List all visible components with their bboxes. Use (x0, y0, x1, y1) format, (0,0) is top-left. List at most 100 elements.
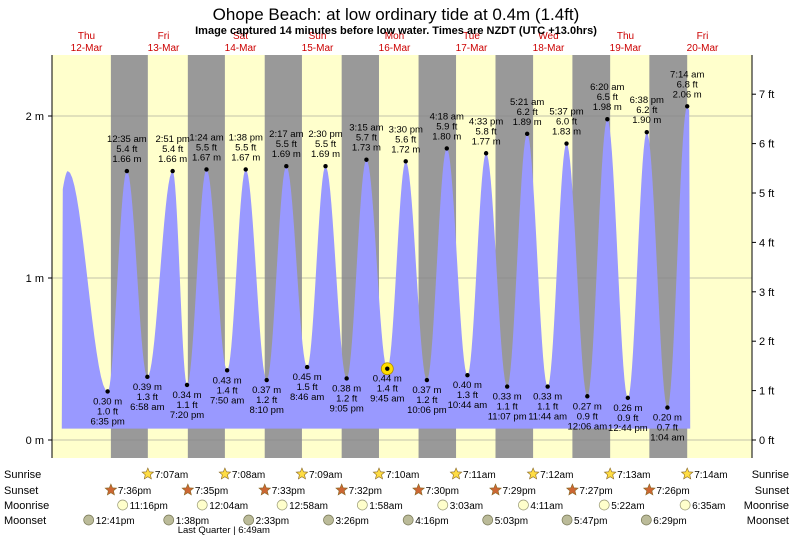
sunrise-time: 7:09am (309, 470, 342, 481)
tide-point (524, 131, 530, 137)
moonrise-icon (276, 499, 288, 511)
left-tick-label: 2 m (26, 111, 44, 123)
tide-label-ft: 5.5 ft (196, 142, 217, 153)
day-name: Tue (463, 31, 480, 42)
sunset-star-icon (489, 483, 502, 496)
moonrise-time: 12:04am (209, 501, 248, 512)
day-date: 17-Mar (456, 43, 488, 54)
tide-label-m: 1.98 m (593, 102, 622, 113)
moon-phase-note: Last Quarter | 6:49am (178, 525, 270, 536)
tide-point (364, 157, 369, 162)
sunrise-time: 7:14am (694, 470, 727, 481)
sunset-star-icon (412, 483, 426, 496)
moonset-icon (83, 514, 95, 526)
tide-label-time: 12:35 am (107, 134, 147, 145)
tide-label-m: 1.90 m (632, 115, 661, 126)
tide-label-m: 1.73 m (352, 143, 381, 154)
tide-point (204, 167, 209, 172)
tide-label-time: 1:38 pm (229, 132, 263, 143)
tide-label-ft: 1.4 ft (217, 385, 238, 396)
tide-label-time: 8:46 am (290, 392, 324, 403)
tide-point (344, 376, 349, 381)
tide-label-m: 0.38 m (332, 383, 361, 394)
tide-point (605, 117, 610, 122)
tide-label-ft: 5.8 ft (476, 126, 497, 137)
moonset-icon (243, 514, 255, 526)
moonrise-time: 4:11am (530, 501, 563, 512)
tide-point (184, 382, 190, 388)
sunrise-star-icon (295, 467, 309, 480)
day-date: 19-Mar (610, 43, 642, 54)
moonrise-time: 3:03am (450, 501, 483, 512)
tide-label-ft: 5.4 ft (162, 144, 183, 155)
tide-label-m: 0.33 m (533, 392, 562, 403)
tide-label-time: 3:15 am (349, 123, 383, 134)
row-label-sunrise: Sunrise (4, 469, 41, 481)
moonrise-icon (679, 499, 691, 511)
sunset-time: 7:36pm (118, 486, 151, 497)
tide-label-ft: 6.5 ft (597, 92, 618, 103)
day-date: 13-Mar (148, 43, 180, 54)
tide-label-m: 0.37 m (412, 385, 441, 396)
tide-point (564, 141, 569, 146)
right-tick-label: 7 ft (759, 89, 774, 101)
tide-label-time: 6:58 am (130, 402, 164, 413)
tide-label-ft: 5.4 ft (116, 144, 137, 155)
row-label-moonrise-right: Moonrise (744, 500, 789, 512)
tide-label-m: 1.66 m (112, 154, 141, 165)
day-name: Sat (233, 31, 248, 42)
moonrise-time: 11:16pm (130, 501, 168, 512)
tide-point (545, 384, 550, 389)
tide-label-m: 1.67 m (231, 152, 260, 163)
tide-label-time: 9:45 am (370, 394, 404, 405)
tide-point (665, 405, 670, 410)
right-tick-label: 5 ft (759, 188, 774, 200)
tide-label-time: 7:14 am (670, 69, 704, 80)
tide-label-time: 5:21 am (510, 97, 544, 108)
sunrise-star-icon (603, 467, 617, 480)
tide-label-ft: 6.2 ft (517, 107, 538, 118)
moonset-icon (640, 514, 652, 526)
tide-label-m: 0.44 m (373, 374, 402, 385)
tide-point (323, 164, 328, 169)
sunset-star-icon (181, 483, 195, 496)
tide-label-time: 8:10 pm (250, 405, 284, 416)
tide-label-ft: 1.2 ft (336, 393, 357, 404)
tide-point (224, 368, 230, 373)
tide-point (403, 159, 408, 164)
sunset-star-icon (258, 483, 272, 496)
tide-label-m: 0.45 m (293, 372, 322, 383)
sunrise-time: 7:08am (232, 470, 265, 481)
sunset-star-icon (104, 483, 118, 496)
day-date: 20-Mar (687, 43, 719, 54)
tide-area (61, 106, 691, 429)
tide-label-m: 0.43 m (213, 375, 242, 386)
right-tick-label: 2 ft (759, 336, 774, 348)
tide-label-time: 12:06 am (568, 421, 608, 432)
tide-label-time: 6:38 pm (630, 95, 664, 106)
moonset-time: 6:29pm (653, 516, 686, 527)
tide-label-m: 1.80 m (432, 131, 461, 142)
tide-label-time: 5:37 pm (549, 107, 583, 118)
tide-point (145, 374, 150, 380)
tide-label-time: 10:44 am (448, 400, 488, 411)
sunset-time: 7:27pm (579, 486, 612, 497)
moonrise-time: 1:58am (369, 501, 402, 512)
row-label-moonset-right: Moonset (747, 515, 789, 527)
tide-label-time: 6:20 am (590, 82, 624, 93)
tide-label-time: 11:44 am (528, 412, 567, 423)
tide-point (685, 104, 690, 109)
tide-point (170, 168, 175, 174)
tide-label-time: 4:33 pm (469, 116, 503, 127)
sunrise-star-icon (141, 467, 155, 480)
tide-label-time: 12:44 pm (608, 423, 648, 434)
right-tick-label: 3 ft (759, 287, 774, 299)
moonrise-icon (356, 499, 368, 511)
sunrise-star-icon (372, 467, 386, 480)
tide-label-ft: 6.0 ft (556, 117, 577, 128)
tide-point (424, 377, 430, 383)
tide-label-time: 1:24 am (189, 132, 223, 143)
tide-label-m: 0.20 m (653, 413, 682, 424)
day-name: Fri (697, 31, 709, 42)
